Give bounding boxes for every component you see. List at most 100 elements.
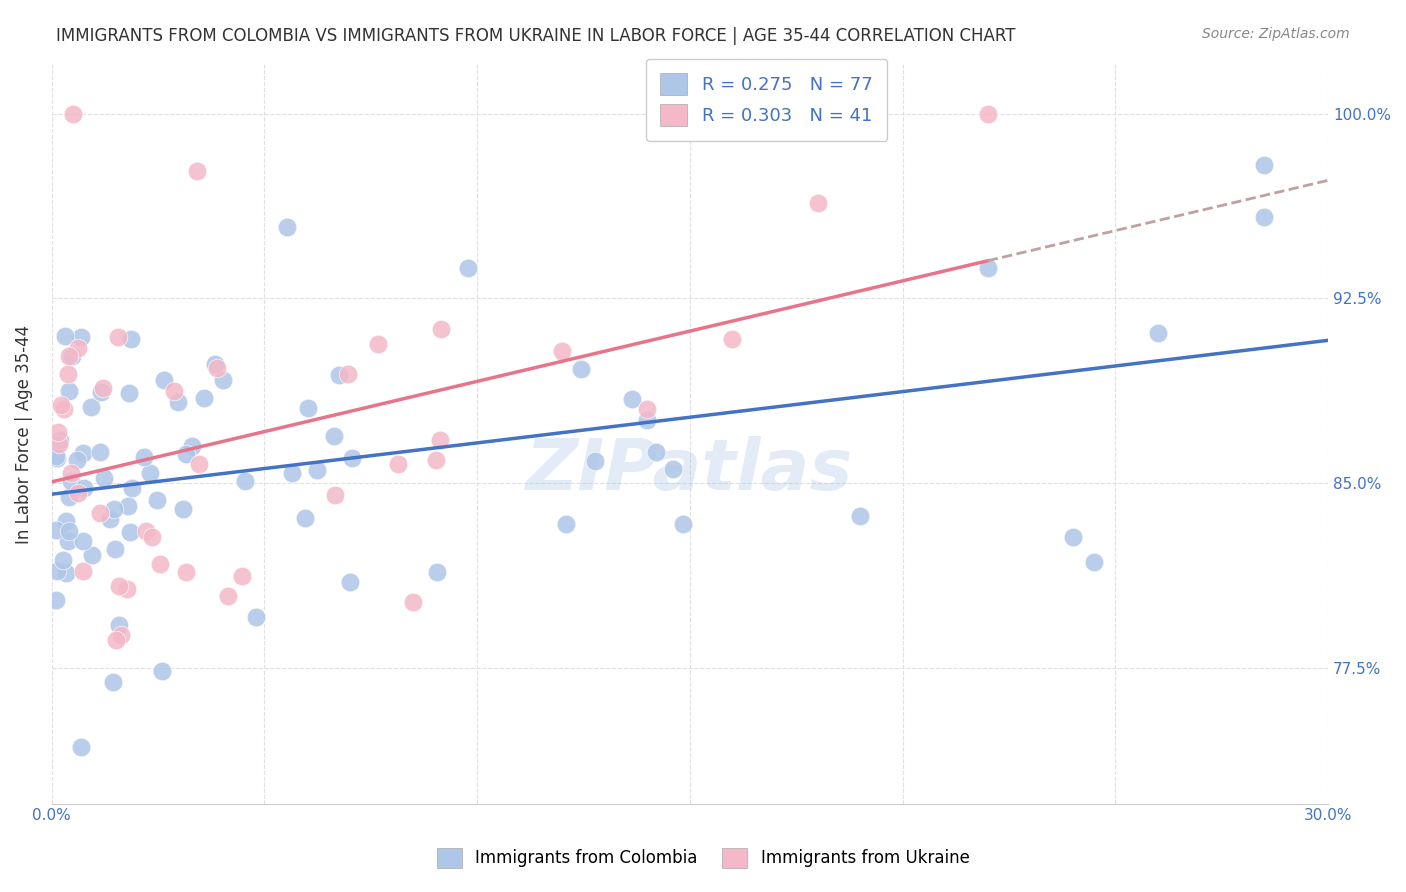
Point	[89, 444, 111, 458]
Point	[107, 330, 129, 344]
Point	[62, 106, 84, 120]
Point	[186, 164, 208, 178]
Point	[135, 524, 157, 538]
Point	[104, 542, 127, 557]
Point	[367, 337, 389, 351]
Point	[204, 357, 226, 371]
Point	[56, 534, 79, 549]
Point	[294, 511, 316, 525]
Point	[181, 439, 204, 453]
Point	[98, 511, 121, 525]
Point	[425, 453, 447, 467]
Point	[1083, 555, 1105, 569]
Point	[53, 329, 76, 343]
Point	[58, 490, 80, 504]
Point	[636, 402, 658, 417]
Point	[72, 481, 94, 495]
Point	[305, 463, 328, 477]
Point	[58, 524, 80, 539]
Point	[70, 330, 93, 344]
Point	[645, 445, 668, 459]
Point	[66, 453, 89, 467]
Point	[849, 508, 872, 523]
Point	[118, 385, 141, 400]
Point	[297, 401, 319, 415]
Point	[233, 475, 256, 489]
Point	[72, 533, 94, 548]
Text: IMMIGRANTS FROM COLOMBIA VS IMMIGRANTS FROM UKRAINE IN LABOR FORCE | AGE 35-44 C: IMMIGRANTS FROM COLOMBIA VS IMMIGRANTS F…	[56, 27, 1015, 45]
Point	[104, 633, 127, 648]
Point	[139, 466, 162, 480]
Point	[89, 506, 111, 520]
Point	[58, 349, 80, 363]
Point	[583, 454, 606, 468]
Text: ZIPatlas: ZIPatlas	[526, 436, 853, 506]
Point	[150, 664, 173, 678]
Point	[55, 566, 77, 580]
Point	[426, 565, 449, 579]
Point	[672, 516, 695, 531]
Point	[72, 565, 94, 579]
Point	[51, 398, 73, 412]
Point	[46, 425, 69, 439]
Point	[45, 593, 67, 607]
Point	[152, 373, 174, 387]
Point	[79, 400, 101, 414]
Point	[108, 618, 131, 632]
Point	[72, 446, 94, 460]
Point	[172, 502, 194, 516]
Point	[53, 402, 76, 417]
Point	[323, 488, 346, 502]
Point	[569, 362, 592, 376]
Point	[45, 449, 67, 463]
Point	[121, 481, 143, 495]
Point	[163, 384, 186, 398]
Point	[93, 471, 115, 485]
Point	[145, 493, 167, 508]
Point	[636, 413, 658, 427]
Point	[1147, 326, 1170, 340]
Point	[56, 367, 79, 381]
Point	[174, 565, 197, 579]
Point	[328, 368, 350, 383]
Point	[339, 575, 361, 590]
Point	[115, 582, 138, 596]
Point	[205, 360, 228, 375]
Point	[141, 530, 163, 544]
Point	[806, 196, 828, 211]
Point	[551, 344, 574, 359]
Point	[1062, 530, 1084, 544]
Point	[59, 474, 82, 488]
Point	[554, 516, 576, 531]
Point	[340, 451, 363, 466]
Legend: Immigrants from Colombia, Immigrants from Ukraine: Immigrants from Colombia, Immigrants fro…	[430, 841, 976, 875]
Point	[620, 392, 643, 406]
Point	[662, 462, 685, 476]
Point	[721, 332, 744, 346]
Point	[59, 467, 82, 481]
Point	[67, 485, 90, 500]
Point	[67, 341, 90, 355]
Point	[276, 220, 298, 235]
Point	[45, 451, 67, 466]
Point	[387, 457, 409, 471]
Point	[93, 381, 115, 395]
Point	[108, 579, 131, 593]
Point	[55, 514, 77, 528]
Point	[212, 373, 235, 387]
Point	[1253, 210, 1275, 224]
Point	[117, 500, 139, 514]
Point	[90, 384, 112, 399]
Point	[70, 740, 93, 755]
Point	[217, 589, 239, 603]
Y-axis label: In Labor Force | Age 35-44: In Labor Force | Age 35-44	[15, 325, 32, 543]
Point	[429, 322, 451, 336]
Point	[120, 332, 142, 346]
Point	[58, 384, 80, 398]
Point	[134, 450, 156, 465]
Point	[48, 437, 70, 451]
Point	[429, 433, 451, 447]
Point	[49, 433, 72, 447]
Point	[110, 628, 132, 642]
Point	[193, 391, 215, 405]
